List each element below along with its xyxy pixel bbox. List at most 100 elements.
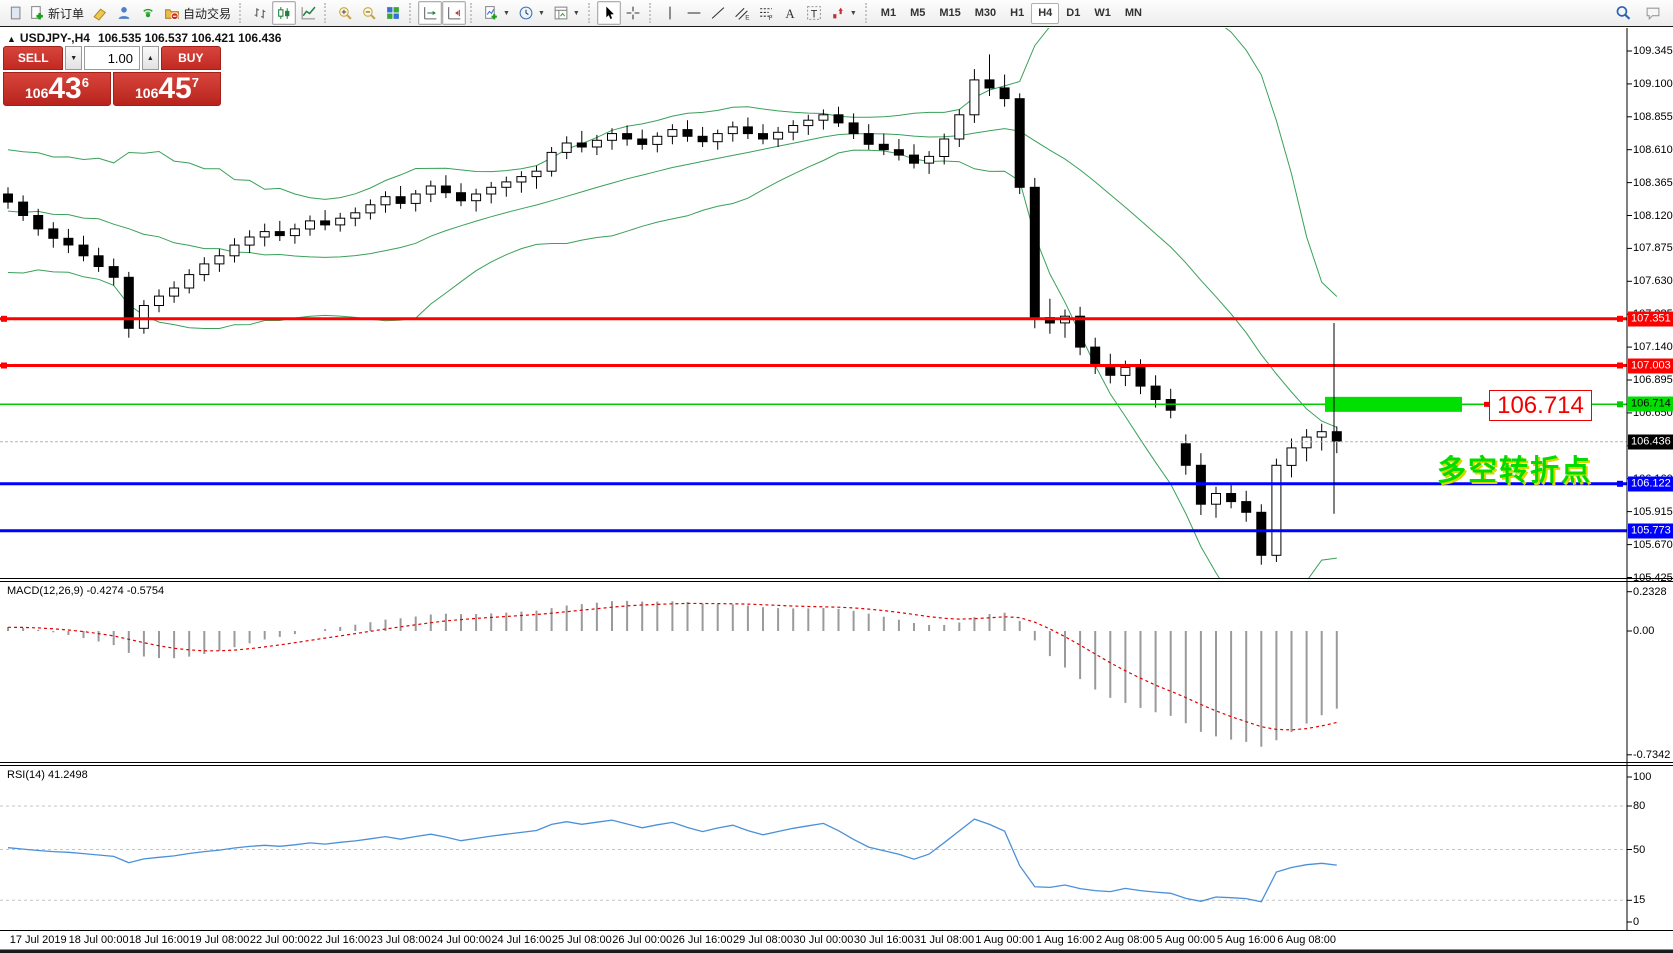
toolbar-separator <box>587 3 594 23</box>
templates-button[interactable]: ▼ <box>549 1 584 25</box>
indicators-list-button[interactable]: ▼ <box>479 1 514 25</box>
text-tool-button[interactable]: A <box>778 1 802 25</box>
toolbar-separator <box>470 3 476 23</box>
ohlc-values: 106.535 106.537 106.421 106.436 <box>97 31 282 45</box>
buy-button[interactable]: BUY <box>160 46 221 70</box>
chart-shift-icon <box>446 5 462 21</box>
templates-icon <box>553 5 569 21</box>
buy-price-big: 45 <box>158 72 192 105</box>
bollinger-upper-band <box>7 28 1338 297</box>
macd-indicator-label: MACD(12,26,9) -0.4274 -0.5754 <box>7 585 165 597</box>
one-click-collapse-icon[interactable]: ▲ <box>7 34 16 44</box>
profile-icon <box>116 5 132 21</box>
periods-button[interactable]: ▼ <box>514 1 549 25</box>
trendline-tool-button[interactable] <box>706 1 730 25</box>
search-icon <box>1615 5 1631 21</box>
toolbar-separator <box>324 3 330 23</box>
svg-text:A: A <box>785 7 795 21</box>
buy-price-button[interactable]: 106 45 7 <box>113 72 221 106</box>
sell-button[interactable]: SELL <box>3 46 64 70</box>
timeframe-w1-button[interactable]: W1 <box>1094 7 1111 19</box>
svg-text:F: F <box>769 15 773 21</box>
profile-button[interactable] <box>112 1 136 25</box>
metaeditor-button[interactable] <box>88 1 112 25</box>
volume-decrease-button[interactable]: ▼ <box>65 46 82 70</box>
timeframe-m30-button[interactable]: M30 <box>974 7 997 19</box>
line-chart-icon <box>300 5 316 21</box>
fibonacci-tool-icon: F <box>758 5 774 21</box>
candles <box>3 54 1342 565</box>
vertical-line-tool-button[interactable] <box>658 1 682 25</box>
autotrading-label: 自动交易 <box>183 6 232 21</box>
chevron-down-icon: ▼ <box>503 9 510 17</box>
symbol-period-label: USDJPY-,H4 <box>19 31 90 45</box>
price-label-box[interactable]: 106.714 <box>1489 390 1592 421</box>
timeframe-mn-button[interactable]: MN <box>1124 7 1142 19</box>
sell-price-big: 43 <box>48 72 82 105</box>
macd-signal-line <box>7 602 1337 731</box>
search-button[interactable] <box>1611 1 1635 25</box>
green-zone-rectangle[interactable] <box>1325 396 1462 412</box>
timeframe-d1-button[interactable]: D1 <box>1066 7 1081 19</box>
text-tool-icon: A <box>782 5 798 21</box>
bar-chart-button[interactable] <box>248 1 272 25</box>
tile-windows-icon <box>385 5 401 21</box>
window-menu-button[interactable] <box>1 1 25 25</box>
chevron-down-icon: ▼ <box>537 9 545 17</box>
bollinger-middle-band <box>7 128 1337 428</box>
autotrading-button[interactable]: 自动交易 <box>160 1 235 25</box>
autotrading-icon <box>164 5 180 21</box>
timeframe-m1-button[interactable]: M1 <box>880 7 897 19</box>
arrows-tool-button[interactable]: ▼ <box>826 1 861 25</box>
timeframe-m15-button[interactable]: M15 <box>939 7 961 19</box>
crosshair-button[interactable] <box>621 1 645 25</box>
new-order-label: 新订单 <box>48 6 85 21</box>
svg-text:T: T <box>811 8 818 20</box>
volume-increase-button[interactable]: ▲ <box>142 46 159 70</box>
chart-shift-button[interactable] <box>442 1 467 25</box>
crosshair-icon <box>625 5 641 21</box>
timeframe-m5-button[interactable]: M5 <box>910 7 926 19</box>
horizontal-line-tool-button[interactable] <box>682 1 706 25</box>
candlestick-chart-button[interactable] <box>272 1 297 25</box>
trendline-tool-icon <box>710 5 726 21</box>
toolbar-separator <box>864 3 871 23</box>
timeframe-h1-button[interactable]: H1 <box>1010 7 1025 19</box>
signals-button[interactable] <box>136 1 160 25</box>
new-order-icon <box>29 5 45 21</box>
chat-button[interactable] <box>1641 1 1665 25</box>
bollinger-lower-band <box>7 149 1337 578</box>
auto-scroll-button[interactable] <box>418 1 443 25</box>
equidistant-channel-tool-button[interactable]: E <box>730 1 754 25</box>
cursor-icon <box>601 5 617 21</box>
auto-scroll-icon <box>422 5 438 21</box>
sell-price-button[interactable]: 106 43 6 <box>3 72 111 106</box>
window-menu-icon <box>5 5 21 21</box>
svg-text:E: E <box>745 14 749 21</box>
fibonacci-tool-button[interactable]: F <box>754 1 778 25</box>
tile-windows-button[interactable] <box>381 1 405 25</box>
sell-price-sup: 6 <box>81 75 89 90</box>
zoom-in-icon <box>337 5 353 21</box>
line-chart-button[interactable] <box>296 1 320 25</box>
cursor-button[interactable] <box>596 1 621 25</box>
zoom-out-button[interactable] <box>357 1 381 25</box>
toolbar-separator <box>648 3 655 23</box>
zoom-in-button[interactable] <box>333 1 357 25</box>
signals-icon <box>140 5 156 21</box>
buy-price-sup: 7 <box>191 75 199 90</box>
equidistant-channel-tool-icon: E <box>734 5 750 21</box>
zoom-out-icon <box>361 5 377 21</box>
rsi-indicator-label: RSI(14) 41.2498 <box>7 769 88 781</box>
metaeditor-icon <box>92 5 108 21</box>
timeframe-h4-button[interactable]: H4 <box>1031 2 1060 24</box>
chevron-down-icon: ▼ <box>572 9 580 17</box>
macd-pane <box>7 600 1338 747</box>
text-label-tool-button[interactable]: T <box>802 1 826 25</box>
chat-icon <box>1645 5 1661 21</box>
text-label-tool-icon: T <box>806 5 822 21</box>
new-order-button[interactable]: 新订单 <box>25 1 88 25</box>
volume-input[interactable] <box>84 46 140 70</box>
